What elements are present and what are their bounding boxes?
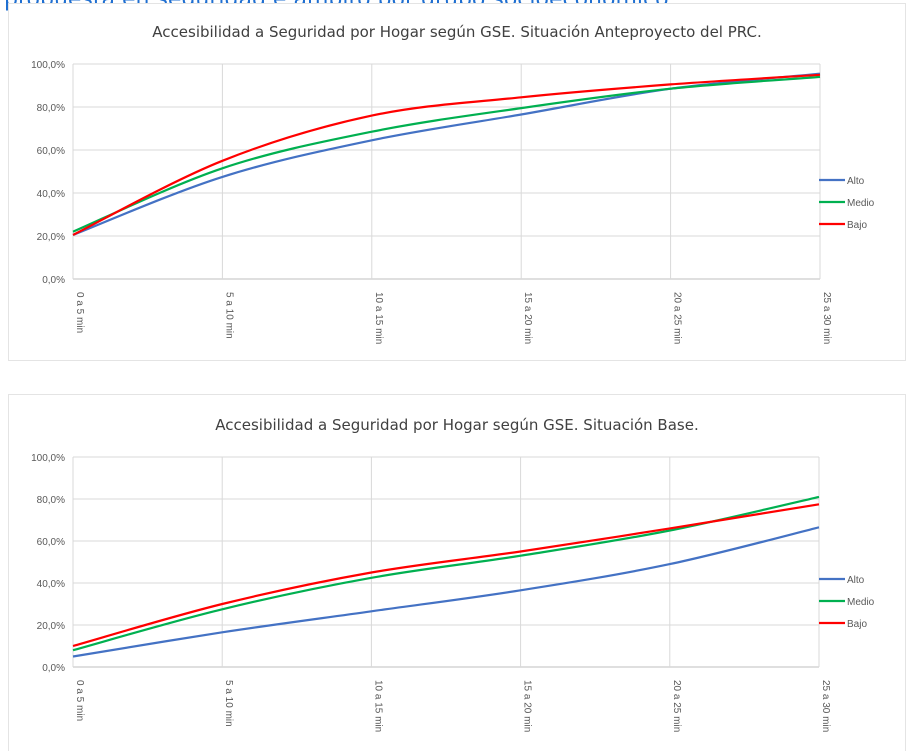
series-line-medio — [72, 75, 821, 233]
series-line-alto — [72, 526, 820, 658]
chart-panel-anteproyecto: 0,0% 20,0% 40,0% 60,0% 80,0% 100,0% 0 a 5 min 5… — [8, 3, 906, 361]
y-tick-label: 0,0% — [42, 663, 65, 674]
y-tick-label: 0,0% — [42, 275, 65, 286]
chart-panel-base: 0,0% 20,0% 40,0% 60,0% 80,0% 100,0% 0 a 5 min 5… — [8, 394, 906, 751]
series-line-medio — [72, 495, 820, 652]
x-category-label: 5 a 10 min — [223, 292, 234, 339]
chart-title: Accesibilidad a Seguridad por Hogar segú… — [215, 416, 699, 434]
x-category-label: 15 a 20 min — [522, 292, 533, 344]
x-category-label: 0 a 5 min — [74, 292, 85, 333]
series-line-bajo — [72, 503, 820, 648]
y-tick-label: 60,0% — [37, 537, 65, 548]
x-category-label: 20 a 25 min — [671, 680, 682, 732]
series-line-bajo — [72, 73, 821, 236]
line-chart-base: 0,0% 20,0% 40,0% 60,0% 80,0% 100,0% 0 a 5 min 5… — [31, 453, 875, 732]
y-tick-label: 100,0% — [31, 453, 65, 464]
x-category-label: 25 a 30 min — [821, 292, 832, 344]
series-line-alto — [72, 72, 821, 236]
legend-label-bajo: Bajo — [847, 220, 867, 231]
legend-label-medio: Medio — [847, 198, 875, 209]
y-tick-label: 20,0% — [37, 232, 65, 243]
y-tick-label: 80,0% — [37, 495, 65, 506]
x-category-label: 10 a 15 min — [373, 292, 384, 344]
legend-label-alto: Alto — [847, 176, 865, 187]
x-category-label: 0 a 5 min — [74, 680, 85, 721]
x-category-label: 15 a 20 min — [522, 680, 533, 732]
y-tick-label: 40,0% — [37, 579, 65, 590]
legend-label-medio: Medio — [847, 597, 875, 608]
x-category-label: 25 a 30 min — [820, 680, 831, 732]
y-tick-label: 100,0% — [31, 60, 65, 71]
chart-title: Accesibilidad a Seguridad por Hogar segú… — [152, 23, 762, 41]
legend-label-alto: Alto — [847, 575, 865, 586]
x-category-label: 5 a 10 min — [223, 680, 234, 727]
y-tick-label: 20,0% — [37, 621, 65, 632]
y-tick-label: 60,0% — [37, 146, 65, 157]
x-category-label: 10 a 15 min — [372, 680, 383, 732]
y-tick-label: 80,0% — [37, 103, 65, 114]
y-tick-label: 40,0% — [37, 189, 65, 200]
legend-label-bajo: Bajo — [847, 619, 867, 630]
x-category-label: 20 a 25 min — [672, 292, 683, 344]
line-chart-anteproyecto: 0,0% 20,0% 40,0% 60,0% 80,0% 100,0% 0 a 5 min 5… — [31, 60, 875, 344]
